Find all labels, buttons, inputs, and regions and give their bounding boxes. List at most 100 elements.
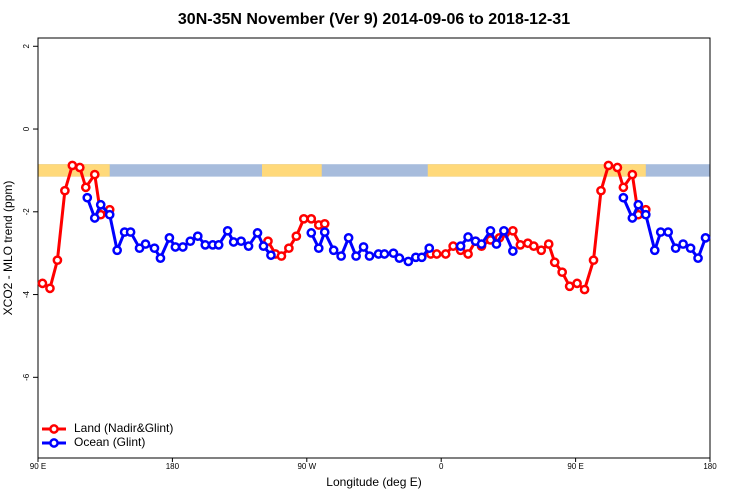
point <box>700 233 711 243</box>
point <box>236 236 246 247</box>
legend-marker <box>49 438 59 448</box>
point <box>228 237 239 247</box>
point <box>170 242 181 252</box>
point <box>313 243 324 254</box>
point <box>557 267 568 278</box>
y-tick-label: -2 <box>22 208 31 216</box>
point <box>678 239 688 249</box>
y-tick-label: -6 <box>22 373 31 381</box>
x-tick-label: 0 <box>439 462 444 471</box>
point <box>243 241 254 251</box>
point <box>379 249 390 259</box>
point <box>343 233 354 243</box>
point <box>596 185 606 196</box>
point <box>528 241 539 251</box>
point <box>431 249 442 259</box>
point <box>178 242 188 252</box>
point <box>499 225 509 236</box>
x-tick-label: 180 <box>703 462 717 471</box>
point <box>74 162 85 173</box>
point <box>364 251 375 261</box>
plot-frame <box>37 37 711 459</box>
point <box>351 251 361 261</box>
point <box>416 252 427 263</box>
point <box>440 249 451 259</box>
y-axis-title: XCO2 - MLO trend (ppm) <box>1 181 15 316</box>
series-line <box>41 163 647 292</box>
point <box>306 213 317 224</box>
point <box>125 227 136 237</box>
point <box>164 233 175 243</box>
point <box>627 213 638 223</box>
point <box>549 257 560 268</box>
x-tick-label: 90 E <box>30 462 46 471</box>
point <box>633 199 644 210</box>
point <box>336 251 346 261</box>
point <box>89 169 100 180</box>
point <box>424 243 435 254</box>
point <box>649 245 660 256</box>
point <box>403 256 414 267</box>
point <box>564 281 575 292</box>
point <box>185 236 196 247</box>
point <box>52 255 63 266</box>
point <box>104 209 115 220</box>
x-tick-label: 180 <box>166 462 180 471</box>
point <box>60 185 70 196</box>
point <box>579 284 590 295</box>
point <box>89 213 100 223</box>
land-band <box>427 164 646 177</box>
y-tick-label: 0 <box>22 126 31 131</box>
point <box>463 232 473 242</box>
point <box>448 241 458 251</box>
point <box>140 239 151 249</box>
point <box>306 228 317 238</box>
point <box>612 162 623 173</box>
point <box>319 227 330 237</box>
point <box>328 245 339 256</box>
legend-label: Ocean (Glint) <box>74 435 145 449</box>
point <box>603 160 614 171</box>
point <box>463 249 473 259</box>
point <box>618 192 629 203</box>
x-tick-label: 90 E <box>567 462 583 471</box>
point <box>627 169 638 180</box>
point <box>536 245 547 256</box>
point <box>298 213 309 224</box>
x-axis-title: Longitude (deg E) <box>326 475 421 489</box>
point <box>291 231 302 242</box>
point <box>112 245 122 256</box>
point <box>155 253 166 263</box>
legend-label: Land (Nadir&Glint) <box>74 421 173 435</box>
point <box>388 248 399 259</box>
point <box>476 239 487 249</box>
point <box>455 241 466 251</box>
point <box>640 209 651 220</box>
point <box>45 283 55 294</box>
point <box>685 243 696 254</box>
point <box>588 255 599 266</box>
point <box>213 240 224 250</box>
point <box>618 182 629 193</box>
point <box>670 243 681 254</box>
point <box>37 278 48 289</box>
point <box>515 240 526 250</box>
point <box>319 218 330 229</box>
point <box>252 228 263 238</box>
land-band <box>262 164 322 177</box>
point <box>67 160 78 171</box>
x-tick-label: 90 W <box>297 462 316 471</box>
point <box>82 192 93 203</box>
y-tick-label: -4 <box>22 290 31 298</box>
point <box>543 239 554 249</box>
point <box>663 227 674 237</box>
y-tick-label: 2 <box>22 44 31 49</box>
point <box>358 242 369 252</box>
point <box>266 250 276 261</box>
point <box>572 278 582 289</box>
point <box>508 246 518 256</box>
point <box>95 199 106 210</box>
point <box>192 231 203 242</box>
point <box>491 239 502 249</box>
